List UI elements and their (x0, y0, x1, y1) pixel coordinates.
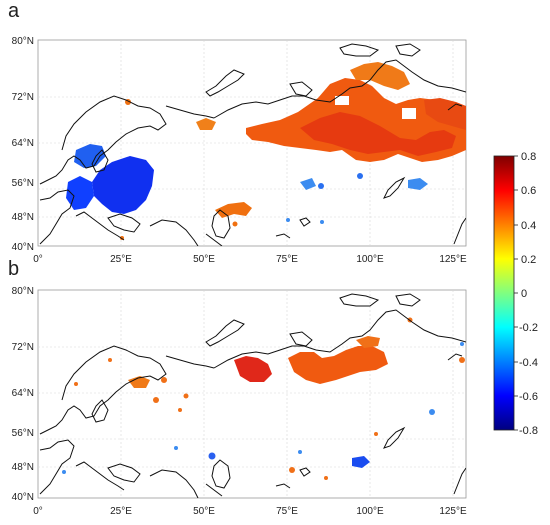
panel-b-positive-anomaly-yamal (234, 356, 272, 382)
lon-label: 50°E (193, 506, 215, 517)
panel-b-frame (37, 289, 467, 499)
colorbar-tick-label: 0.4 (521, 220, 536, 232)
panel-a-negative-dot (320, 220, 324, 224)
lon-label: 25°E (110, 506, 132, 517)
panel-a-negative-dot (318, 183, 324, 189)
lat-label: 64°N (12, 138, 34, 149)
colorbar-tick-label: 0.2 (521, 254, 536, 266)
panel-a-negative-dot (286, 218, 290, 222)
lat-label: 72°N (12, 342, 34, 353)
panel-b-positive-dot (108, 358, 112, 362)
panel-b-positive-dot (459, 357, 465, 363)
panel-b-negative-dot (208, 452, 216, 460)
lat-label: 48°N (12, 462, 34, 473)
panel-b-lon-labels: 0° 25°E 50°E 75°E 100°E 125°E (33, 506, 467, 517)
lat-label: 40°N (12, 242, 34, 253)
panel-a-lon-labels: 0° 25°E 50°E 75°E 100°E 125°E (33, 254, 467, 265)
panel-a-positive-anomaly-north (350, 62, 410, 90)
panel-b-positive-dot (178, 408, 182, 412)
panel-a-data-field (66, 62, 466, 240)
panel-b-gridlines (38, 290, 466, 498)
panel-b-data-field (62, 317, 465, 480)
panel-b-label: b (8, 258, 20, 280)
lon-label: 0° (33, 506, 43, 517)
panel-a-negative-anomaly-east-europe (92, 156, 154, 214)
lat-label: 80°N (12, 286, 34, 297)
map-panel-a: 80°N 72°N 64°N 56°N 48°N 40°N 0° 25°E 50… (12, 36, 467, 265)
lat-label: 72°N (12, 92, 34, 103)
panel-b-positive-dot (74, 382, 78, 386)
colorbar-tick-label: -0.6 (519, 391, 538, 403)
panel-b-positive-dot (161, 377, 167, 383)
colorbar-tick-label: -0.8 (519, 425, 538, 437)
panel-b-positive-dot (153, 397, 159, 403)
colorbar-tick-marks (514, 155, 518, 431)
panel-b-negative-dot (460, 342, 464, 346)
panel-b-negative-dot (174, 446, 178, 450)
lat-label: 56°N (12, 178, 34, 189)
colorbar-tick-label: -0.2 (519, 322, 538, 334)
panel-b-positive-patch-scandinavia (128, 376, 150, 388)
map-panel-b: 80°N 72°N 64°N 56°N 48°N 40°N 0° 25°E 50… (12, 286, 467, 517)
panel-b-positive-anomaly-siberia (288, 346, 388, 384)
lon-label: 75°E (276, 254, 298, 265)
panel-a-lat-labels: 80°N 72°N 64°N 56°N 48°N 40°N (12, 36, 34, 253)
colorbar-tick-label: 0.6 (521, 185, 536, 197)
panel-b-negative-dot (298, 450, 302, 454)
panel-b-coastlines (39, 293, 466, 498)
colorbar-tick-label: -0.4 (519, 357, 538, 369)
panel-b-positive-dot (289, 467, 295, 473)
lat-label: 48°N (12, 212, 34, 223)
panel-b-negative-patch (352, 456, 370, 468)
lat-label: 80°N (12, 36, 34, 47)
panel-b-negative-dot (429, 409, 435, 415)
panel-a-negative-patch-kazakh (300, 178, 316, 190)
panel-b-positive-patch-taymyr (356, 336, 380, 348)
lat-label: 64°N (12, 388, 34, 399)
panel-a-positive-patch-kola (196, 118, 216, 130)
panel-a-coastlines (39, 43, 466, 246)
panel-b-positive-dot (324, 476, 328, 480)
lat-label: 40°N (12, 492, 34, 503)
colorbar: 0.8 0.6 0.4 0.2 0 -0.2 -0.4 -0.6 -0.8 (493, 151, 538, 437)
lon-label: 0° (33, 254, 43, 265)
lon-label: 125°E (439, 254, 467, 265)
panel-a-negative-anomaly-west (66, 176, 94, 210)
colorbar-tick-label: 0.8 (521, 151, 536, 163)
panel-a-label: a (8, 0, 20, 22)
lon-label: 100°E (356, 254, 384, 265)
panel-a-data-gap (402, 108, 416, 119)
panel-a-negative-patch-mongolia (408, 178, 428, 190)
lon-label: 25°E (110, 254, 132, 265)
panel-a-data-gap (335, 96, 349, 105)
colorbar-tick-label: 0 (521, 288, 527, 300)
panel-b-negative-dot (62, 470, 66, 474)
panel-a-positive-dot (232, 221, 238, 227)
panel-a-positive-anomaly-core (300, 112, 456, 156)
colorbar-gradient (493, 155, 515, 431)
lon-label: 100°E (356, 506, 384, 517)
panel-b-positive-dot (374, 432, 378, 436)
lat-label: 56°N (12, 428, 34, 439)
lon-label: 50°E (193, 254, 215, 265)
panel-a-positive-patch-caspian (215, 202, 252, 218)
panel-b-lat-labels: 80°N 72°N 64°N 56°N 48°N 40°N (12, 286, 34, 503)
lon-label: 125°E (439, 506, 467, 517)
lon-label: 75°E (276, 506, 298, 517)
panel-a-negative-dot (357, 173, 363, 179)
panel-b-positive-dot (183, 393, 189, 399)
panel-a-positive-anomaly-east (424, 98, 466, 130)
